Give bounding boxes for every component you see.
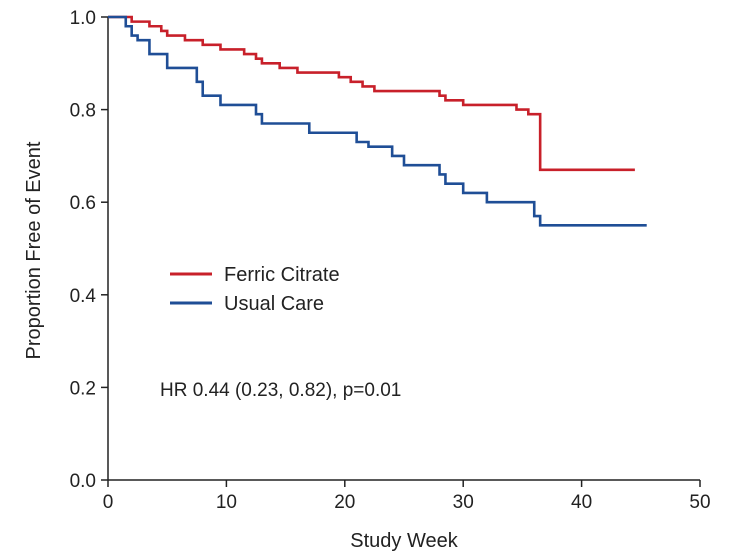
y-tick-label: 0.6: [70, 193, 96, 214]
series-line-usual-care: [108, 15, 647, 227]
hazard-ratio-annotation: HR 0.44 (0.23, 0.82), p=0.01: [160, 380, 401, 401]
y-tick-label: 0.8: [70, 101, 96, 122]
legend-label-usual-care: Usual Care: [224, 293, 324, 315]
y-tick-label: 0.2: [70, 378, 96, 399]
y-tick-label: 1.0: [70, 8, 96, 29]
y-tick-label: 0.4: [70, 286, 97, 307]
x-tick-label: 50: [689, 492, 710, 513]
x-ticks: 0 10 20 30 40 50: [103, 480, 711, 513]
y-axis-title: Proportion Free of Event: [23, 141, 45, 359]
x-tick-label: 20: [334, 492, 355, 513]
series-line-ferric-citrate: [108, 15, 635, 172]
axes: [107, 17, 700, 481]
x-tick-label: 10: [216, 492, 237, 513]
legend: Ferric Citrate Usual Care: [170, 264, 340, 315]
x-tick-label: 40: [571, 492, 592, 513]
series-layer: [108, 15, 647, 227]
x-axis-title: Study Week: [350, 530, 458, 552]
y-tick-label: 0.0: [70, 471, 96, 492]
y-ticks: 0.0 0.2 0.4 0.6 0.8 1.0: [70, 8, 108, 492]
x-tick-label: 30: [453, 492, 474, 513]
x-tick-label: 0: [103, 492, 114, 513]
legend-label-ferric-citrate: Ferric Citrate: [224, 264, 340, 286]
